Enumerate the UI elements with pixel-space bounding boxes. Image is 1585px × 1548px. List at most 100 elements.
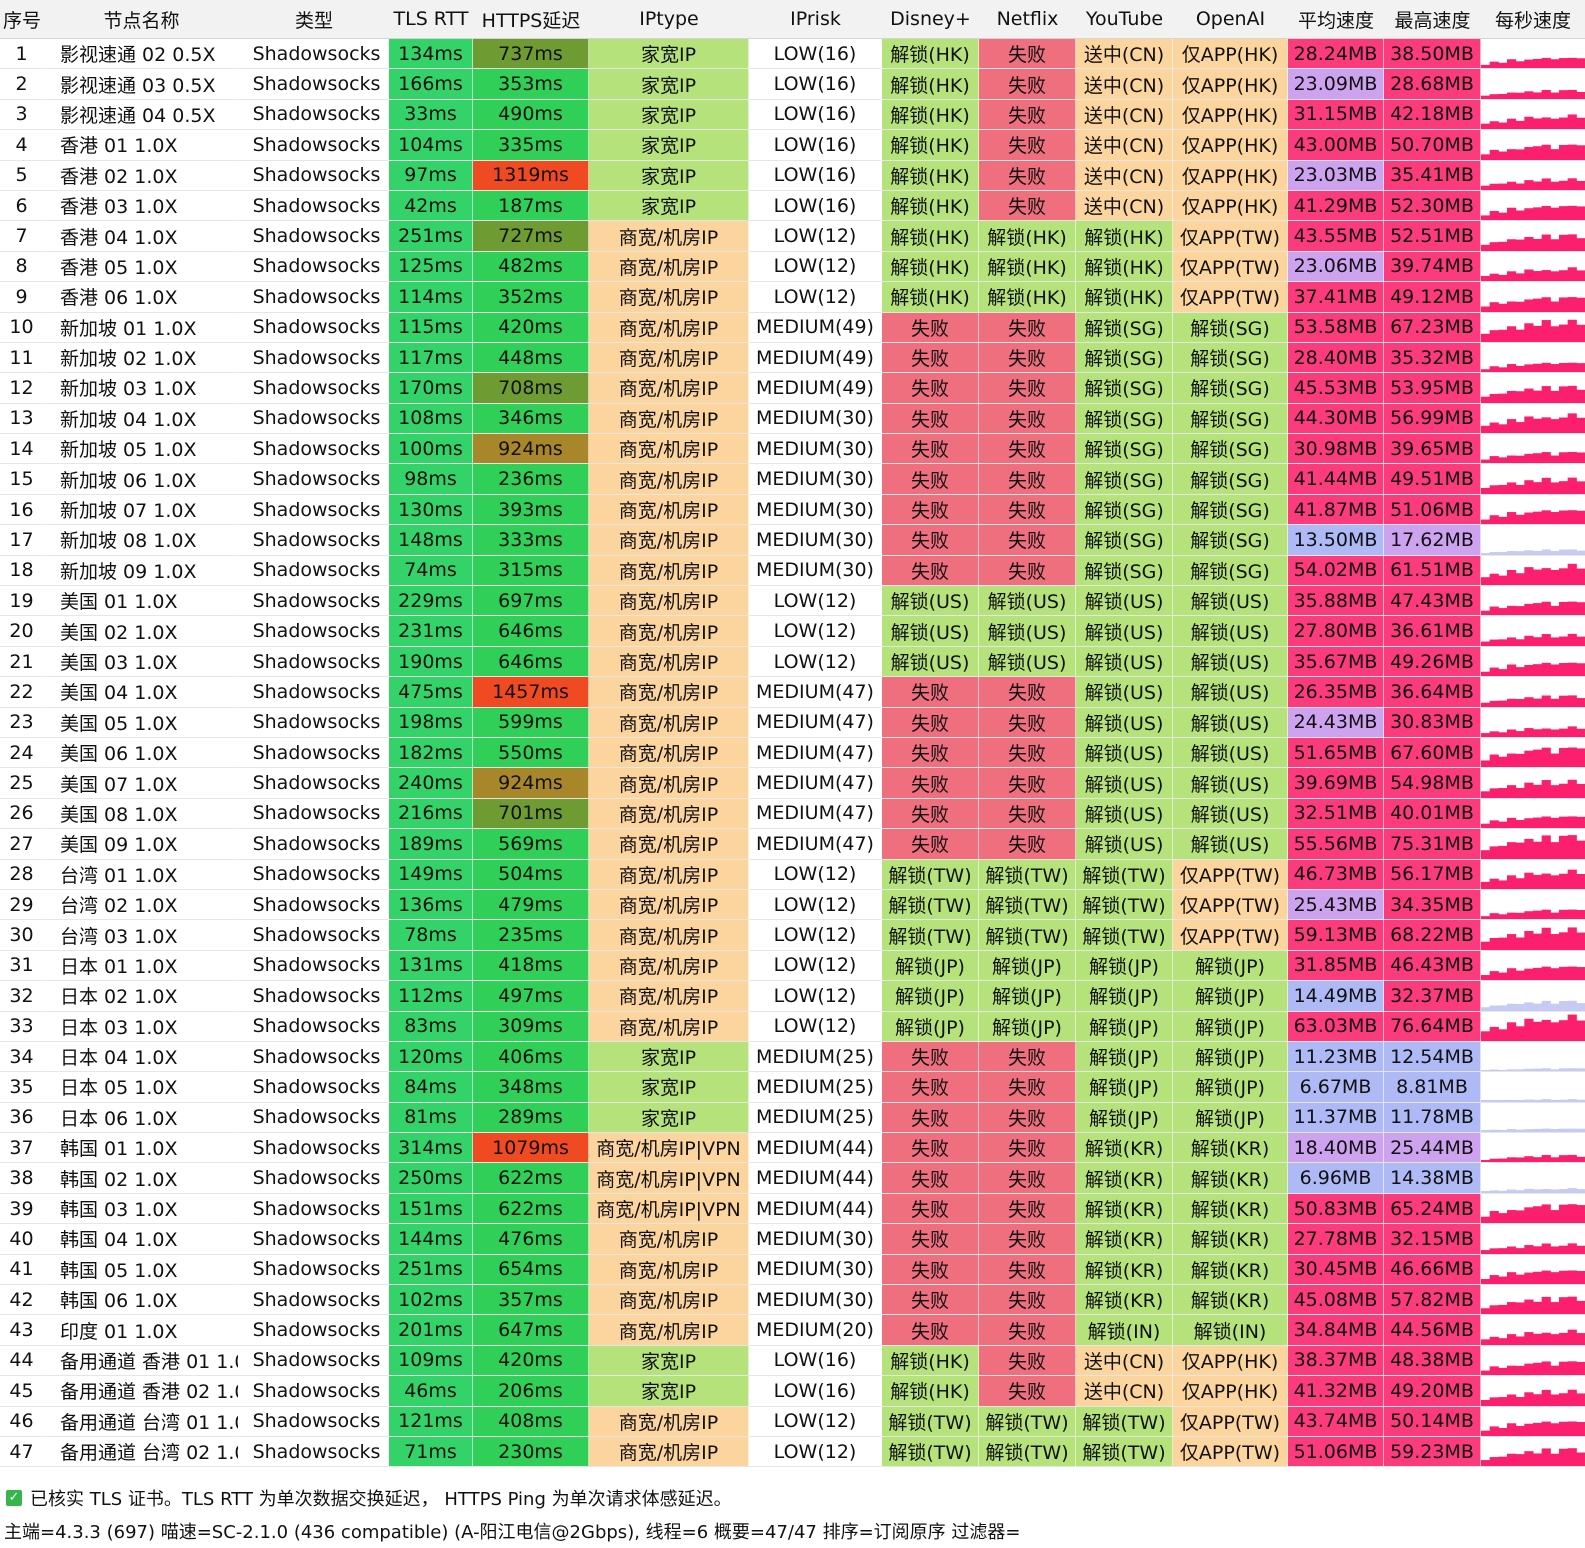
sparkline-bar	[1550, 1209, 1560, 1224]
cell-youtube: 解锁(KR)	[1076, 1193, 1173, 1225]
header-col-netflix[interactable]: Netflix	[979, 0, 1076, 39]
table-row[interactable]: 17 新加坡 08 1.0X Shadowsocks 148ms 333ms 商宽/机房I…	[0, 525, 1585, 556]
header-col-index[interactable]: 序号	[0, 0, 44, 39]
table-row[interactable]: 37 韩国 01 1.0X Shadowsocks 314ms 1079ms 商宽/机房I…	[0, 1133, 1585, 1164]
table-row[interactable]: 23 美国 05 1.0X Shadowsocks 198ms 599ms 商宽/机房IP…	[0, 707, 1585, 738]
cell-max-speed: 52.30MB	[1384, 190, 1481, 222]
sparkline-bar	[1541, 1154, 1551, 1163]
header-col-tls-rtt[interactable]: TLS RTT	[389, 0, 473, 39]
sparkline-bar	[1533, 784, 1543, 798]
table-row[interactable]: 34 日本 04 1.0X Shadowsocks 120ms 406ms 家宽IP MED…	[0, 1041, 1585, 1073]
table-row[interactable]: 9 香港 06 1.0X Shadowsocks 114ms 352ms 商宽/机房IP L…	[0, 282, 1585, 313]
header-col-https-delay[interactable]: HTTPS延迟	[473, 0, 589, 39]
table-row[interactable]: 33 日本 03 1.0X Shadowsocks 83ms 309ms 商宽/机房IP L…	[0, 1011, 1585, 1042]
cell-type: Shadowsocks	[239, 190, 389, 222]
header-col-iptype[interactable]: IPtype	[589, 0, 749, 39]
table-row[interactable]: 31 日本 01 1.0X Shadowsocks 131ms 418ms 商宽/机房IP…	[0, 950, 1585, 982]
sparkline-bar	[1567, 413, 1577, 434]
table-row[interactable]: 8 香港 05 1.0X Shadowsocks 125ms 482ms 商宽/机房IP L…	[0, 251, 1585, 283]
table-row[interactable]: 36 日本 06 1.0X Shadowsocks 81ms 289ms 家宽IP MEDI…	[0, 1102, 1585, 1134]
cell-iptype: 家宽IP	[589, 130, 749, 161]
table-row[interactable]: 21 美国 03 1.0X Shadowsocks 190ms 646ms 商宽/机房IP…	[0, 646, 1585, 678]
sparkline-bar	[1515, 1099, 1525, 1102]
table-row[interactable]: 5 香港 02 1.0X Shadowsocks 97ms 1319ms 家宽IP LOW(…	[0, 160, 1585, 191]
table-row[interactable]: 10 新加坡 01 1.0X Shadowsocks 115ms 420ms 商宽/机房I…	[0, 312, 1585, 343]
sparkline-bar	[1481, 1191, 1491, 1193]
table-row[interactable]: 3 影视速通 04 0.5X Shadowsocks 33ms 490ms 家宽IP LOW…	[0, 99, 1585, 131]
sparkline-bar	[1567, 89, 1577, 99]
cell-index: 14	[0, 434, 44, 465]
table-row[interactable]: 29 台湾 02 1.0X Shadowsocks 136ms 479ms 商宽/机房IP…	[0, 889, 1585, 921]
sparkline-bar	[1481, 824, 1491, 829]
sparkline-bar	[1576, 1361, 1585, 1376]
cell-max-speed: 50.70MB	[1384, 130, 1481, 161]
sparkline-chart	[1481, 927, 1585, 950]
table-row[interactable]: 27 美国 09 1.0X Shadowsocks 189ms 569ms 商宽/机房IP…	[0, 829, 1585, 860]
sparkline-bar	[1498, 485, 1508, 494]
table-row[interactable]: 14 新加坡 05 1.0X Shadowsocks 100ms 924ms 商宽/机房I…	[0, 434, 1585, 465]
table-row[interactable]: 20 美国 02 1.0X Shadowsocks 231ms 646ms 商宽/机房IP…	[0, 616, 1585, 647]
cell-disney: 解锁(TW)	[882, 1436, 979, 1468]
table-row[interactable]: 11 新加坡 02 1.0X Shadowsocks 117ms 448ms 商宽/机房I…	[0, 342, 1585, 374]
header-col-max-speed[interactable]: 最高速度	[1384, 0, 1481, 39]
table-row[interactable]: 28 台湾 01 1.0X Shadowsocks 149ms 504ms 商宽/机房IP…	[0, 859, 1585, 890]
table-row[interactable]: 25 美国 07 1.0X Shadowsocks 240ms 924ms 商宽/机房IP…	[0, 768, 1585, 799]
results-table: 序号 节点名称 类型 TLS RTT HTTPS延迟 IPtype IPrisk Disney…	[0, 0, 1585, 1468]
cell-avg-speed: 41.87MB	[1288, 494, 1384, 526]
cell-avg-speed: 41.44MB	[1288, 464, 1384, 495]
table-row[interactable]: 12 新加坡 03 1.0X Shadowsocks 170ms 708ms 商宽/机房I…	[0, 373, 1585, 404]
cell-youtube: 送中(CN)	[1076, 1345, 1173, 1377]
table-row[interactable]: 19 美国 01 1.0X Shadowsocks 229ms 697ms 商宽/机房IP…	[0, 586, 1585, 617]
header-col-per-second-speed[interactable]: 每秒速度	[1481, 0, 1585, 39]
cell-speed-sparkline	[1481, 555, 1585, 587]
header-col-type[interactable]: 类型	[239, 0, 389, 39]
sparkline-bar	[1559, 728, 1569, 737]
table-row[interactable]: 30 台湾 03 1.0X Shadowsocks 78ms 235ms 商宽/机房IP L…	[0, 920, 1585, 951]
table-row[interactable]: 15 新加坡 06 1.0X Shadowsocks 98ms 236ms 商宽/机房IP…	[0, 464, 1585, 495]
sparkline-bar	[1524, 1129, 1534, 1133]
cell-speed-sparkline	[1481, 889, 1585, 921]
sparkline-bar	[1550, 785, 1560, 798]
table-row[interactable]: 22 美国 04 1.0X Shadowsocks 475ms 1457ms 商宽/机房I…	[0, 677, 1585, 708]
table-row[interactable]: 2 影视速通 03 0.5X Shadowsocks 166ms 353ms 家宽IP LO…	[0, 69, 1585, 100]
table-row[interactable]: 32 日本 02 1.0X Shadowsocks 112ms 497ms 商宽/机房IP…	[0, 981, 1585, 1012]
table-row[interactable]: 39 韩国 03 1.0X Shadowsocks 151ms 622ms 商宽/机房IP…	[0, 1193, 1585, 1225]
header-col-avg-speed[interactable]: 平均速度	[1288, 0, 1384, 39]
sparkline-chart	[1481, 816, 1585, 829]
table-row[interactable]: 40 韩国 04 1.0X Shadowsocks 144ms 476ms 商宽/机房IP…	[0, 1224, 1585, 1255]
table-row[interactable]: 6 香港 03 1.0X Shadowsocks 42ms 187ms 家宽IP LOW(1…	[0, 190, 1585, 222]
table-row[interactable]: 13 新加坡 04 1.0X Shadowsocks 108ms 346ms 商宽/机房I…	[0, 403, 1585, 435]
table-row[interactable]: 18 新加坡 09 1.0X Shadowsocks 74ms 315ms 商宽/机房IP…	[0, 555, 1585, 587]
table-row[interactable]: 24 美国 06 1.0X Shadowsocks 182ms 550ms 商宽/机房IP…	[0, 737, 1585, 769]
table-row[interactable]: 42 韩国 06 1.0X Shadowsocks 102ms 357ms 商宽/机房IP…	[0, 1285, 1585, 1316]
table-row[interactable]: 41 韩国 05 1.0X Shadowsocks 251ms 654ms 商宽/机房IP…	[0, 1254, 1585, 1286]
header-col-disney[interactable]: Disney+	[882, 0, 979, 39]
sparkline-chart	[1481, 1243, 1585, 1254]
table-row[interactable]: 35 日本 05 1.0X Shadowsocks 84ms 348ms 家宽IP MEDI…	[0, 1072, 1585, 1103]
table-row[interactable]: 1 影视速通 02 0.5X Shadowsocks 134ms 737ms 家宽IP LO…	[0, 39, 1585, 70]
cell-max-speed: 67.23MB	[1384, 312, 1481, 343]
header-col-youtube[interactable]: YouTube	[1076, 0, 1173, 39]
cell-youtube: 解锁(US)	[1076, 737, 1173, 769]
cell-tls-rtt: 112ms	[389, 981, 473, 1012]
header-col-node-name[interactable]: 节点名称	[44, 0, 239, 39]
sparkline-bar	[1515, 1209, 1525, 1224]
table-row[interactable]: 43 印度 01 1.0X Shadowsocks 201ms 647ms 商宽/机房IP…	[0, 1315, 1585, 1346]
cell-youtube: 解锁(SG)	[1076, 373, 1173, 404]
sparkline-bar	[1515, 183, 1525, 190]
header-col-iprisk[interactable]: IPrisk	[749, 0, 882, 39]
sparkline-bar	[1567, 816, 1577, 829]
table-row[interactable]: 26 美国 08 1.0X Shadowsocks 216ms 701ms 商宽/机房IP…	[0, 798, 1585, 830]
sparkline-bar	[1541, 362, 1551, 373]
header-col-openai[interactable]: OpenAI	[1173, 0, 1288, 39]
cell-type: Shadowsocks	[239, 798, 389, 830]
cell-speed-sparkline	[1481, 99, 1585, 131]
table-row[interactable]: 16 新加坡 07 1.0X Shadowsocks 130ms 393ms 商宽/机房I…	[0, 494, 1585, 526]
table-row[interactable]: 4 香港 01 1.0X Shadowsocks 104ms 335ms 家宽IP LOW(…	[0, 130, 1585, 161]
table-row[interactable]: 38 韩国 02 1.0X Shadowsocks 250ms 622ms 商宽/机房IP…	[0, 1163, 1585, 1194]
table-row[interactable]: 7 香港 04 1.0X Shadowsocks 251ms 727ms 商宽/机房IP L…	[0, 221, 1585, 252]
